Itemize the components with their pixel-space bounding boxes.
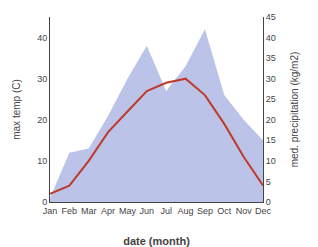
svg-text:45: 45 — [266, 12, 276, 22]
svg-text:40: 40 — [266, 33, 276, 43]
svg-text:5: 5 — [266, 177, 271, 187]
svg-text:30: 30 — [37, 74, 47, 84]
svg-text:May: May — [119, 206, 137, 216]
svg-text:20: 20 — [37, 115, 47, 125]
svg-text:10: 10 — [37, 156, 47, 166]
svg-text:Apr: Apr — [101, 206, 115, 216]
svg-text:25: 25 — [266, 94, 276, 104]
svg-text:30: 30 — [266, 74, 276, 84]
svg-text:Jun: Jun — [140, 206, 155, 216]
svg-text:max temp (C): max temp (C) — [11, 79, 22, 140]
svg-text:Aug: Aug — [178, 206, 194, 216]
svg-text:40: 40 — [37, 33, 47, 43]
svg-text:Mar: Mar — [81, 206, 97, 216]
svg-text:15: 15 — [266, 135, 276, 145]
svg-text:0: 0 — [42, 197, 47, 207]
svg-text:Jan: Jan — [43, 206, 58, 216]
svg-text:Sep: Sep — [197, 206, 213, 216]
svg-text:35: 35 — [266, 53, 276, 63]
svg-text:Jul: Jul — [160, 206, 172, 216]
svg-text:date (month): date (month) — [123, 235, 190, 247]
svg-text:med. precipitation (kg/m2): med. precipitation (kg/m2) — [289, 52, 300, 168]
svg-text:Oct: Oct — [217, 206, 232, 216]
svg-text:10: 10 — [266, 156, 276, 166]
svg-text:Nov: Nov — [236, 206, 253, 216]
svg-text:20: 20 — [266, 115, 276, 125]
svg-text:Dec: Dec — [255, 206, 272, 216]
svg-text:0: 0 — [266, 197, 271, 207]
svg-text:Feb: Feb — [62, 206, 78, 216]
